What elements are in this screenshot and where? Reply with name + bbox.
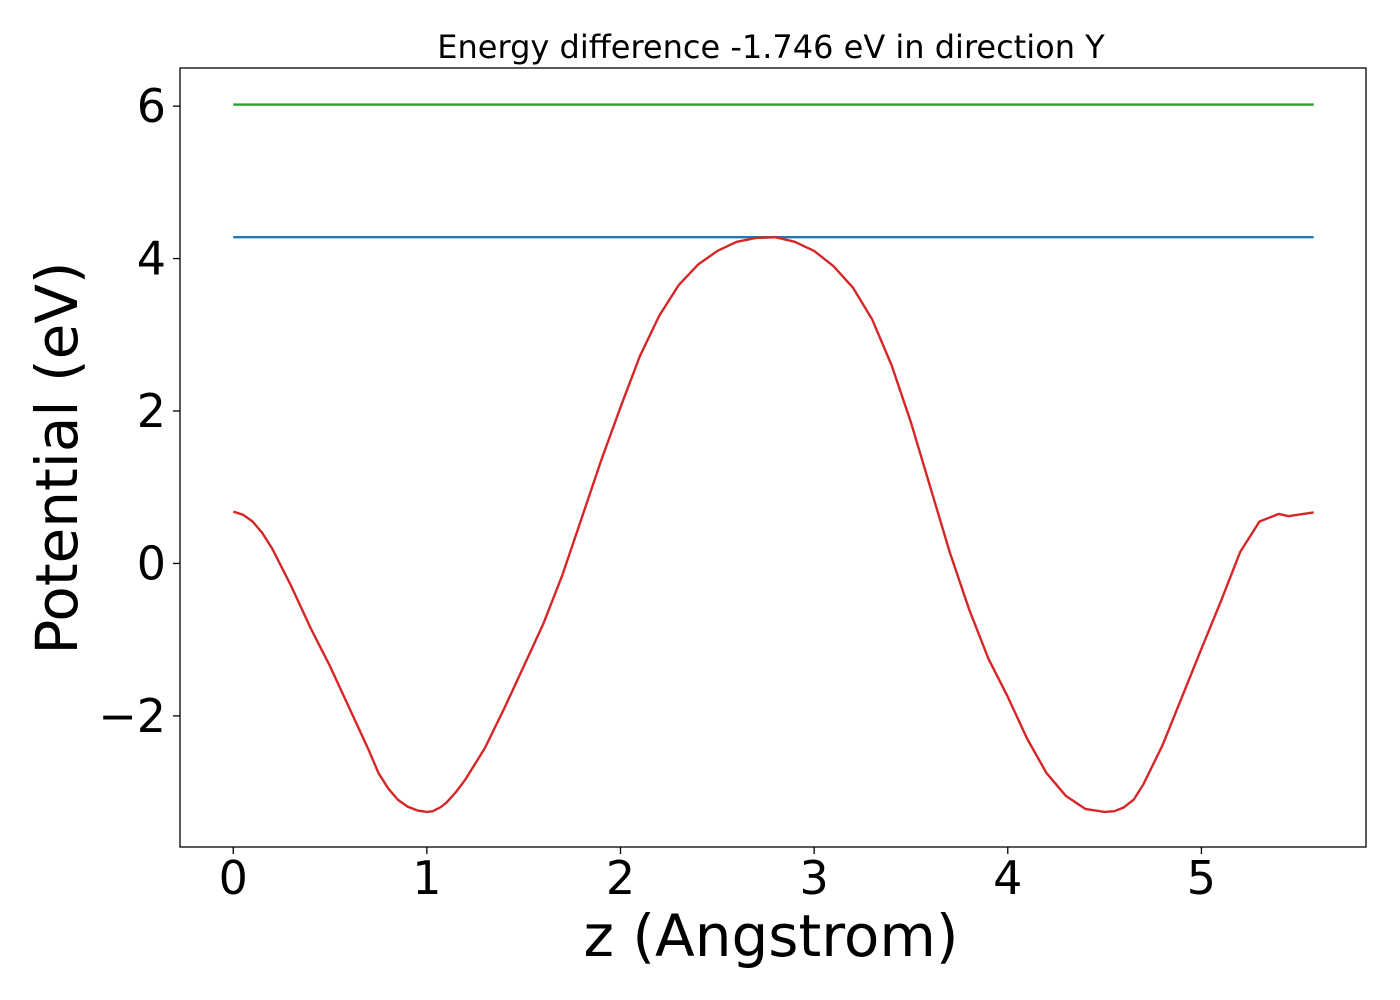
x-tick-label: 0 — [219, 851, 248, 905]
y-tick-label: 0 — [137, 536, 166, 590]
y-tick-label: −2 — [98, 689, 166, 743]
x-tick-label: 5 — [1187, 851, 1216, 905]
y-tick-label: 2 — [137, 384, 166, 438]
plot-frame — [179, 67, 1367, 848]
x-tick-label: 4 — [993, 851, 1022, 905]
chart-title: Energy difference -1.746 eV in direction… — [437, 28, 1105, 66]
y-axis-label: Potential (eV) — [23, 261, 91, 654]
y-axis-ticks: −2 0 2 4 6 — [98, 79, 180, 743]
x-axis-ticks: 0 1 2 3 4 5 — [219, 847, 1216, 905]
y-tick-label: 6 — [137, 79, 166, 133]
y-tick-label: 4 — [137, 232, 166, 286]
series-line-3 — [232, 236, 1314, 814]
x-tick-label: 3 — [800, 851, 829, 905]
x-tick-label: 2 — [606, 851, 635, 905]
x-axis-label: z (Angstrom) — [584, 902, 959, 970]
series-layer — [232, 103, 1314, 814]
x-tick-label: 1 — [412, 851, 441, 905]
